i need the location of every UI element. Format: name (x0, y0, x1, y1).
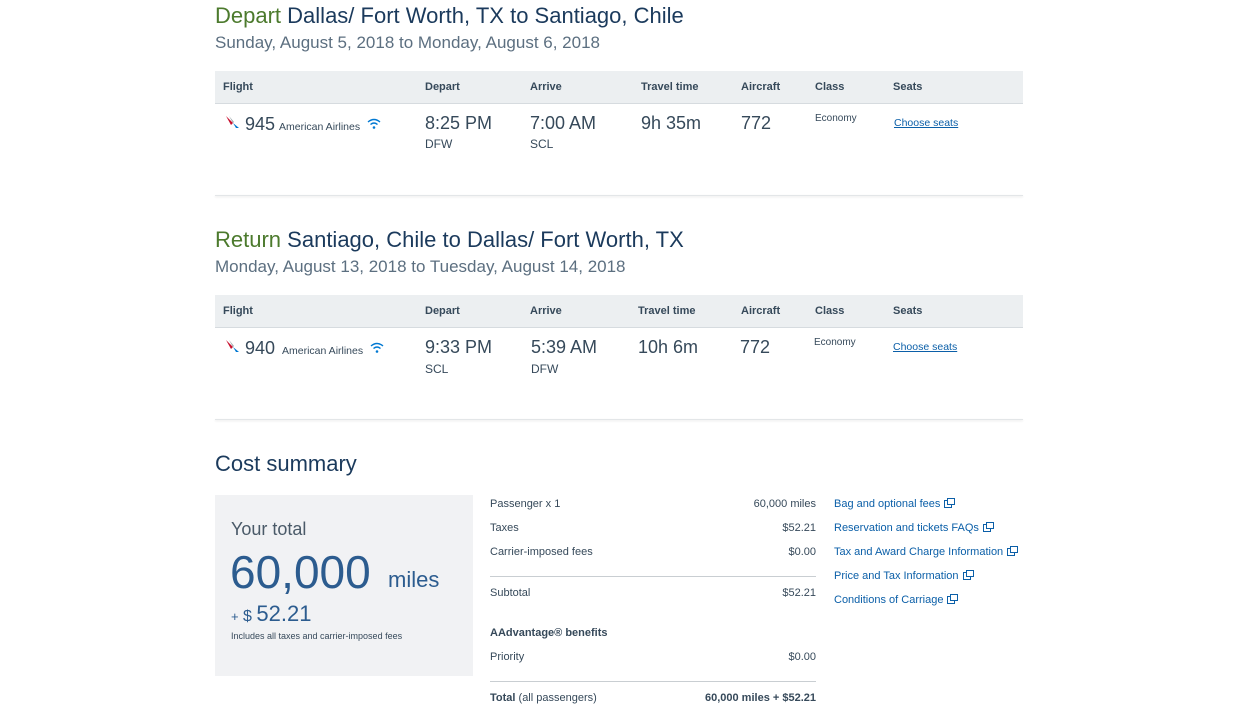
column-header: Seats (893, 305, 923, 317)
airline-name: American Airlines (279, 121, 361, 133)
cost-label: Subtotal (490, 587, 531, 599)
cost-value: $52.21 (782, 522, 816, 534)
trip-dates: Sunday, August 5, 2018 to Monday, August… (215, 33, 600, 52)
choose-seats[interactable]: Choose seats (893, 341, 958, 353)
column-header: Aircraft (741, 81, 781, 93)
depart-airport: DFW (425, 137, 453, 151)
trip-title: Depart Dallas/ Fort Worth, TX to Santiag… (215, 3, 684, 29)
wifi-icon (370, 342, 384, 353)
link-text[interactable]: Tax and Award Charge Information (834, 546, 1004, 558)
cost-value: $52.21 (782, 587, 816, 599)
total-qualifier: (all passengers) (518, 692, 597, 704)
link-text[interactable]: Conditions of Carriage (834, 594, 944, 606)
miles-unit: miles (388, 567, 440, 592)
travel-time: 10h 6m (638, 337, 699, 357)
depart-time: 9:33 PM (425, 337, 493, 357)
total-miles: 60,000 (230, 546, 371, 598)
cost-label: Carrier-imposed fees (490, 546, 593, 558)
depart-airport: SCL (425, 362, 449, 376)
airline-logo (226, 116, 239, 128)
class: Economy (815, 113, 857, 124)
help-link[interactable]: Tax and Award Charge Information (834, 546, 1019, 558)
rule (490, 681, 816, 682)
help-link[interactable]: Reservation and tickets FAQs (834, 522, 994, 534)
arrive-time: 5:39 AM (531, 337, 598, 357)
link-text[interactable]: Bag and optional fees (834, 498, 941, 510)
flight-number: 945 (245, 114, 276, 134)
arrive-airport: SCL (530, 137, 554, 151)
benefit-label: Priority (490, 651, 525, 663)
trip-label: Return (215, 227, 282, 252)
external-icon (1007, 546, 1019, 556)
total-row-value: 60,000 miles + $52.21 (704, 692, 816, 704)
cash: 52.21 (256, 601, 312, 626)
class: Economy (814, 337, 856, 348)
cost-label: Taxes (490, 522, 519, 534)
separator (215, 195, 1023, 196)
total-box (215, 495, 473, 676)
flight-number: 940 (245, 338, 276, 358)
airline-logo (226, 340, 239, 352)
benefits-title: AAdvantage® benefits (490, 627, 608, 639)
depart-time: 8:25 PM (425, 113, 493, 133)
trip-dates: Monday, August 13, 2018 to Tuesday, Augu… (215, 257, 626, 276)
choose-seats[interactable]: Choose seats (894, 117, 959, 129)
external-icon (962, 570, 974, 580)
column-header: Flight (223, 305, 253, 317)
benefit-value: $0.00 (788, 651, 816, 663)
column-header: Travel time (641, 81, 699, 93)
table-header (215, 295, 1023, 328)
airline-name: American Airlines (282, 345, 364, 357)
external-icon (982, 522, 994, 532)
wifi-icon (367, 118, 381, 129)
table-header (215, 71, 1023, 104)
cost-value: $0.00 (788, 546, 816, 558)
column-header: Flight (223, 81, 253, 93)
trip-route: Dallas/ Fort Worth, TX to Santiago, Chil… (287, 3, 684, 28)
rule (490, 576, 816, 577)
column-header: Arrive (530, 305, 562, 317)
total-label: Your total (231, 519, 307, 539)
aircraft: 772 (740, 337, 771, 357)
help-link[interactable]: Bag and optional fees (834, 498, 956, 510)
column-header: Depart (425, 305, 460, 317)
link-text[interactable]: Price and Tax Information (834, 570, 959, 582)
link-text[interactable]: Reservation and tickets FAQs (834, 522, 979, 534)
external-icon (947, 594, 959, 604)
help-link[interactable]: Price and Tax Information (834, 570, 974, 582)
arrive-time: 7:00 AM (530, 113, 597, 133)
help-link[interactable]: Conditions of Carriage (834, 594, 959, 606)
total-cash: + $ 52.21 (231, 601, 311, 627)
trip-title: Return Santiago, Chile to Dallas/ Fort W… (215, 227, 684, 253)
trip-label: Depart (215, 3, 282, 28)
external-icon (944, 498, 956, 508)
column-header: Class (815, 305, 845, 317)
total-note: Includes all taxes and carrier-imposed f… (231, 631, 403, 641)
separator (215, 419, 1023, 420)
total-row-label: Total (all passengers) (490, 692, 597, 704)
aircraft: 772 (741, 113, 772, 133)
total-word: Total (490, 692, 516, 704)
arrive-airport: DFW (531, 362, 559, 376)
column-header: Arrive (530, 81, 562, 93)
column-header: Seats (893, 81, 923, 93)
cost-value: 60,000 miles (753, 498, 816, 510)
cost-title: Cost summary (215, 451, 357, 476)
cost-label: Passenger x 1 (490, 498, 561, 510)
column-header: Travel time (638, 305, 696, 317)
column-header: Depart (425, 81, 460, 93)
currency: $ (243, 608, 252, 625)
column-header: Class (815, 81, 845, 93)
travel-time: 9h 35m (641, 113, 702, 133)
plus: + (231, 609, 239, 624)
column-header: Aircraft (741, 305, 781, 317)
trip-route: Santiago, Chile to Dallas/ Fort Worth, T… (287, 227, 684, 252)
